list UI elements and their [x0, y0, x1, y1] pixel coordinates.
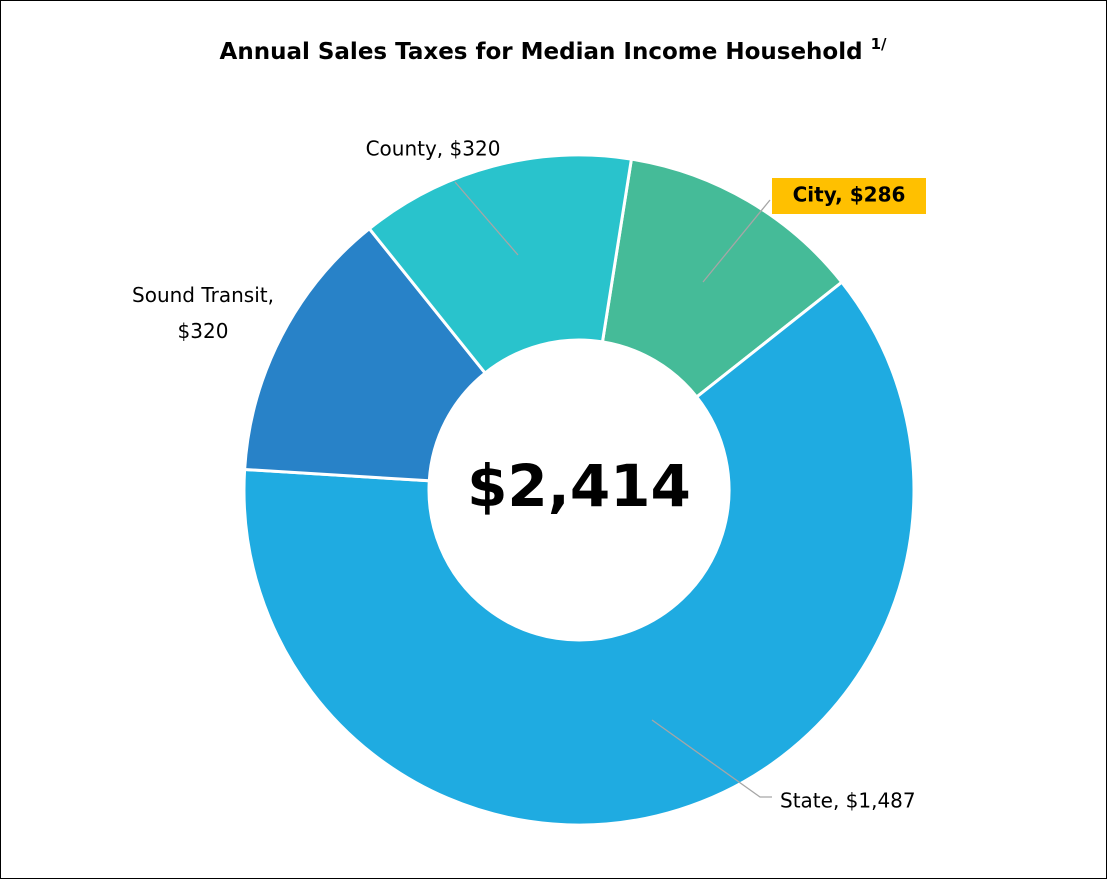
donut-segment	[367, 153, 634, 376]
center-label: $2,414	[467, 452, 691, 520]
title-text: Annual Sales Taxes for Median Income Hou…	[220, 39, 863, 65]
data-label: State, $1,487	[780, 789, 916, 813]
donut-segment	[243, 226, 488, 483]
data-label-line: Sound Transit,	[132, 283, 274, 307]
leader-line	[454, 181, 519, 256]
leader-line	[651, 719, 772, 798]
chart-title: Annual Sales Taxes for Median Income Hou…	[220, 35, 887, 65]
data-label: County, $320	[366, 137, 501, 161]
data-label-line: $320	[178, 319, 229, 343]
leader-line	[702, 199, 771, 283]
label-highlight	[772, 178, 926, 214]
donut-segment	[600, 157, 844, 400]
data-label: City, $286	[793, 183, 906, 207]
donut-segment	[242, 280, 916, 827]
data-label: Sound Transit, $320	[132, 283, 274, 343]
title-superscript: 1/	[871, 35, 887, 53]
